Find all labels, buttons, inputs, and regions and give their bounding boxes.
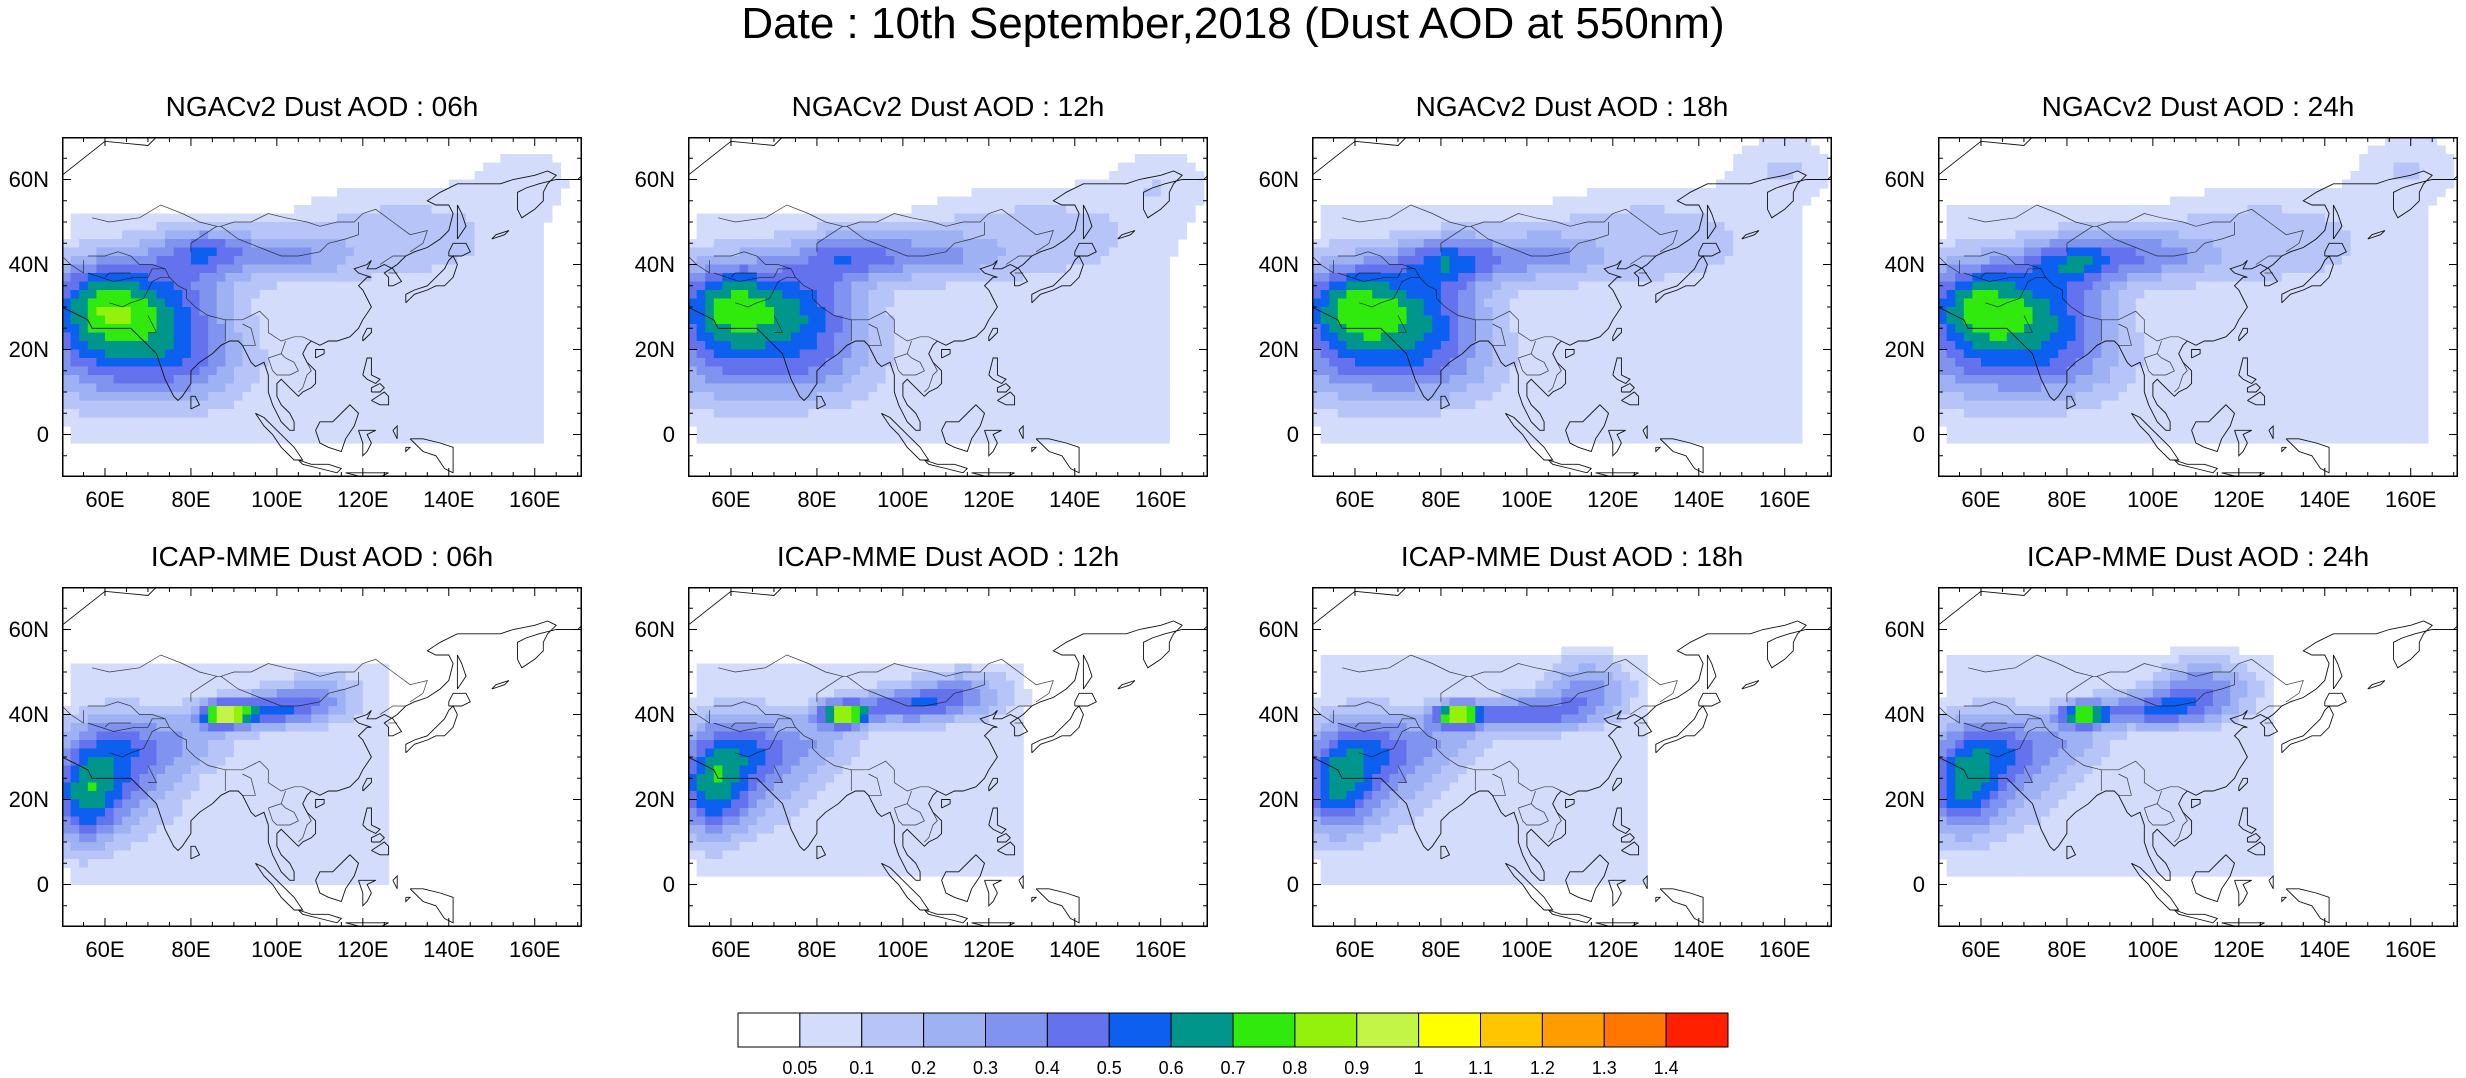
colorbar-label: 0.8 (1265, 1059, 1325, 1077)
colorbar-label: 1.4 (1636, 1059, 1696, 1077)
colorbar-label: 1.1 (1451, 1059, 1511, 1077)
colorbar-label: 1.3 (1574, 1059, 1634, 1077)
colorbar-label: 0.6 (1141, 1059, 1201, 1077)
colorbar-label: 0.4 (1017, 1059, 1077, 1077)
colorbar-bin (1047, 1013, 1109, 1047)
colorbar-bin (800, 1013, 862, 1047)
colorbar-label: 1 (1389, 1059, 1449, 1077)
colorbar-label: 0.05 (770, 1059, 830, 1077)
colorbar-bin (1295, 1013, 1357, 1047)
colorbar-bin (1481, 1013, 1543, 1047)
colorbar-label: 0.7 (1203, 1059, 1263, 1077)
colorbar-bin (1542, 1013, 1604, 1047)
colorbar-label: 0.5 (1079, 1059, 1139, 1077)
colorbar-bin (986, 1013, 1048, 1047)
colorbar-bin (1171, 1013, 1233, 1047)
colorbar-bin (1109, 1013, 1171, 1047)
colorbar-label: 0.3 (956, 1059, 1016, 1077)
colorbar-bin (1233, 1013, 1295, 1047)
colorbar-label: 0.2 (894, 1059, 954, 1077)
colorbar-bin (924, 1013, 986, 1047)
colorbar-bin (862, 1013, 924, 1047)
colorbar-label: 1.2 (1512, 1059, 1572, 1077)
colorbar-bin (1357, 1013, 1419, 1047)
colorbar-bin (1419, 1013, 1481, 1047)
colorbar-label: 0.9 (1327, 1059, 1387, 1077)
colorbar-bin (738, 1013, 800, 1047)
colorbar-bin (1604, 1013, 1666, 1047)
colorbar-bin (1666, 1013, 1728, 1047)
colorbar-label: 0.1 (832, 1059, 892, 1077)
